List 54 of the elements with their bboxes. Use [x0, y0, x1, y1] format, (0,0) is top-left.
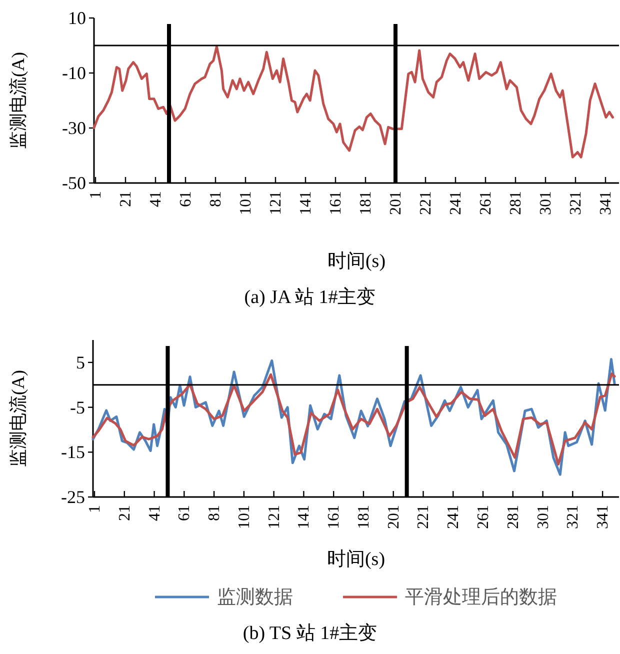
- x-tick-label: 261: [475, 505, 492, 529]
- x-tick-label: 41: [146, 505, 164, 521]
- y-tick-label: 5: [76, 352, 85, 372]
- x-tick-label: 141: [296, 505, 313, 529]
- x-tick-label: 201: [388, 191, 404, 215]
- x-tick-label: 281: [508, 191, 524, 215]
- x-tick-label: 121: [266, 505, 283, 529]
- x-tick-label: 261: [478, 191, 494, 215]
- x-tick-label: 161: [328, 191, 344, 215]
- x-tick-label: 281: [504, 505, 522, 529]
- x-tick-label: 61: [178, 191, 194, 207]
- x-tick-label: 41: [148, 191, 164, 207]
- x-tick-label: 221: [418, 191, 434, 215]
- line-series: [92, 372, 616, 466]
- x-tick-label: 201: [385, 505, 402, 529]
- y-tick-label: -15: [61, 442, 85, 462]
- y-axis-title: 监测电流(A): [8, 370, 28, 467]
- y-tick-label: -30: [62, 118, 86, 138]
- x-tick-label: 101: [236, 505, 253, 529]
- x-tick-label: 61: [176, 505, 194, 521]
- x-tick-label: 161: [326, 505, 343, 529]
- legend-label: 监测数据: [217, 587, 293, 608]
- x-tick-label: 321: [564, 505, 582, 529]
- x-tick-label: 141: [298, 191, 314, 215]
- x-tick-label: 81: [206, 505, 224, 521]
- x-tick-label: 301: [534, 505, 552, 529]
- x-tick-label: 21: [118, 191, 134, 207]
- y-tick-label: -25: [61, 487, 85, 507]
- y-tick-label: -5: [70, 397, 85, 418]
- y-tick-label: 10: [68, 8, 86, 28]
- x-tick-label: 21: [116, 505, 134, 521]
- x-tick-label: 121: [268, 191, 284, 215]
- x-tick-label: 1: [86, 505, 104, 513]
- text: (b) TS 站 1#主变: [242, 622, 378, 644]
- x-tick-label: 181: [358, 191, 374, 215]
- x-tick-label: 1: [88, 191, 104, 199]
- x-tick-label: 221: [415, 505, 432, 529]
- y-tick-label: -10: [62, 63, 86, 83]
- y-tick-label: -50: [62, 173, 86, 193]
- x-tick-label: 241: [445, 505, 462, 529]
- x-tick-label: 181: [355, 505, 372, 529]
- x-tick-label: 81: [208, 191, 224, 207]
- x-axis-title: 时间(s): [326, 549, 386, 570]
- x-tick-label: 301: [538, 191, 554, 215]
- x-tick-label: 341: [594, 505, 612, 529]
- line-series: [92, 45, 614, 158]
- legend-label: 平滑处理后的数据: [405, 587, 557, 608]
- y-axis-title: 监测电流(A): [8, 52, 28, 149]
- text: (a) JA 站 1#主变: [244, 286, 376, 308]
- x-tick-label: 321: [568, 191, 584, 215]
- x-tick-label: 101: [238, 191, 254, 215]
- x-axis-title: 时间(s): [327, 251, 386, 272]
- x-tick-label: 241: [448, 191, 464, 215]
- x-tick-label: 341: [598, 191, 614, 215]
